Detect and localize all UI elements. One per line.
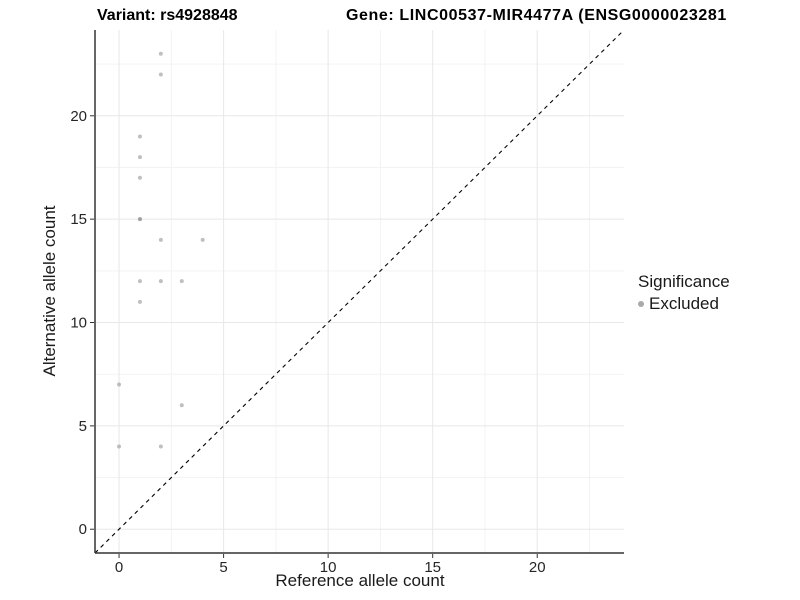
legend-item-excluded: Excluded — [638, 294, 730, 314]
data-point — [179, 403, 184, 408]
data-point — [117, 444, 122, 449]
data-point — [200, 237, 205, 242]
y-tick-label: 20 — [70, 108, 87, 125]
data-point — [137, 155, 142, 160]
data-point — [137, 299, 142, 304]
legend-title: Significance — [638, 272, 730, 291]
data-point — [158, 444, 163, 449]
y-tick-label: 5 — [79, 418, 87, 435]
data-point — [137, 134, 142, 139]
data-point — [158, 51, 163, 56]
data-point — [137, 217, 142, 222]
y-tick-label: 10 — [70, 315, 87, 332]
x-tick-label: 5 — [219, 559, 227, 576]
data-point — [117, 382, 122, 387]
x-axis-title: Reference allele count — [275, 571, 445, 590]
gene-title: Gene: LINC00537-MIR4477A (ENSG0000023281 — [346, 7, 727, 24]
identity-line — [94, 29, 625, 554]
data-point — [179, 279, 184, 284]
data-point — [137, 279, 142, 284]
legend-point-icon — [638, 301, 644, 307]
data-point — [158, 72, 163, 77]
y-tick-label: 0 — [79, 521, 87, 538]
legend: Significance Excluded — [638, 272, 730, 314]
x-tick-label: 10 — [320, 559, 337, 576]
data-point — [158, 279, 163, 284]
variant-title: Variant: rs4928848 — [97, 7, 238, 24]
x-tick-label: 20 — [529, 559, 546, 576]
x-tick-label: 0 — [115, 559, 123, 576]
legend-item-label: Excluded — [649, 294, 719, 313]
data-point — [158, 237, 163, 242]
y-tick-label: 15 — [70, 211, 87, 228]
x-tick-label: 15 — [424, 559, 441, 576]
y-axis-title: Alternative allele count — [40, 205, 59, 377]
data-point — [137, 175, 142, 180]
